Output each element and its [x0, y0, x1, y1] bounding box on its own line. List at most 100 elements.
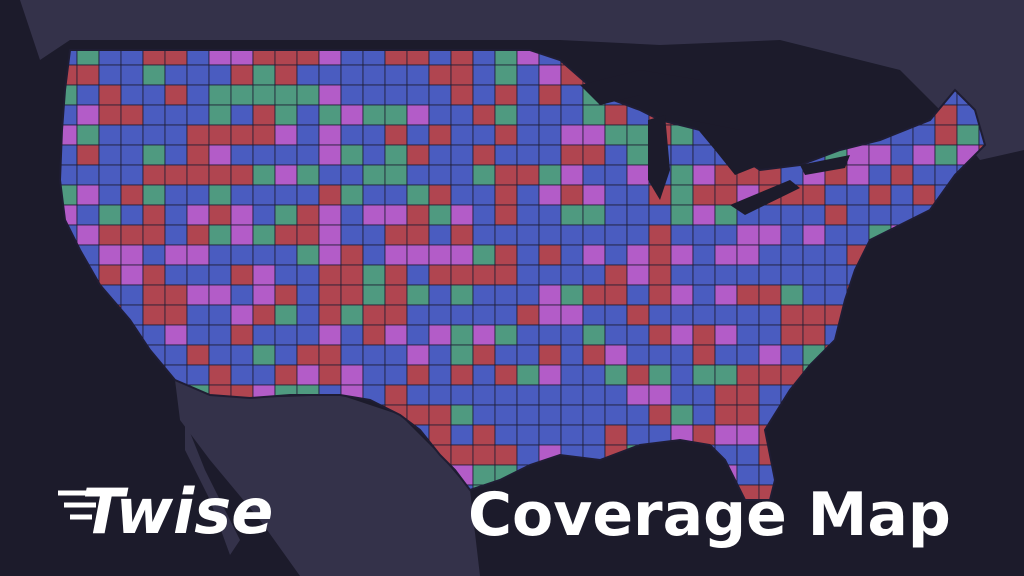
coverage-area [120, 124, 144, 146]
coverage-area [142, 144, 166, 166]
coverage-area [164, 224, 188, 246]
coverage-area [846, 204, 870, 226]
coverage-area [76, 184, 100, 206]
coverage-area [450, 64, 474, 86]
coverage-area [450, 124, 474, 146]
coverage-area [736, 264, 760, 286]
coverage-area [318, 364, 342, 386]
coverage-area [450, 284, 474, 306]
coverage-area [758, 284, 782, 306]
coverage-area [164, 284, 188, 306]
coverage-area [494, 224, 518, 246]
coverage-area [230, 184, 254, 206]
coverage-area [450, 324, 474, 346]
coverage-area [692, 224, 716, 246]
coverage-area [76, 164, 100, 186]
coverage-area [868, 204, 892, 226]
coverage-area [604, 184, 628, 206]
coverage-area [560, 144, 584, 166]
coverage-area [340, 304, 364, 326]
coverage-area [362, 64, 386, 86]
coverage-area [692, 364, 716, 386]
coverage-area [252, 304, 276, 326]
coverage-area [538, 84, 562, 106]
coverage-area [406, 364, 430, 386]
coverage-area [516, 144, 540, 166]
coverage-area [604, 124, 628, 146]
coverage-area [626, 164, 650, 186]
coverage-area [428, 124, 452, 146]
coverage-area [494, 124, 518, 146]
lake-michigan [648, 115, 670, 200]
coverage-area [428, 104, 452, 126]
coverage-area [494, 204, 518, 226]
coverage-area [340, 244, 364, 266]
coverage-area [494, 444, 518, 466]
coverage-area [142, 284, 166, 306]
coverage-area [340, 264, 364, 286]
coverage-area [692, 244, 716, 266]
coverage-area [120, 104, 144, 126]
coverage-area [252, 184, 276, 206]
coverage-area [340, 324, 364, 346]
coverage-area [406, 284, 430, 306]
coverage-area [274, 284, 298, 306]
coverage-area [340, 224, 364, 246]
coverage-area [780, 284, 804, 306]
coverage-area [758, 344, 782, 366]
coverage-area [252, 204, 276, 226]
coverage-area [406, 344, 430, 366]
coverage-area [736, 344, 760, 366]
coverage-area [186, 164, 210, 186]
coverage-area [604, 144, 628, 166]
coverage-area [428, 384, 452, 406]
coverage-area [494, 384, 518, 406]
coverage-area [164, 144, 188, 166]
coverage-area [648, 284, 672, 306]
coverage-area [670, 204, 694, 226]
coverage-area [560, 184, 584, 206]
coverage-area [670, 304, 694, 326]
coverage-area [208, 164, 232, 186]
coverage-area [142, 204, 166, 226]
coverage-area [890, 184, 914, 206]
coverage-area [538, 404, 562, 426]
coverage-area [736, 244, 760, 266]
coverage-area [934, 144, 958, 166]
coverage-area [516, 264, 540, 286]
coverage-area [560, 124, 584, 146]
coverage-area [428, 184, 452, 206]
coverage-area [692, 204, 716, 226]
coverage-area [230, 244, 254, 266]
coverage-area [318, 184, 342, 206]
coverage-area [450, 404, 474, 426]
coverage-area [626, 364, 650, 386]
coverage-area [252, 164, 276, 186]
coverage-area [164, 184, 188, 206]
coverage-area [604, 364, 628, 386]
coverage-area [186, 124, 210, 146]
coverage-area [604, 204, 628, 226]
coverage-area [538, 284, 562, 306]
coverage-area [472, 264, 496, 286]
coverage-area [362, 364, 386, 386]
coverage-area [560, 104, 584, 126]
coverage-area [406, 264, 430, 286]
coverage-area [648, 344, 672, 366]
coverage-area [450, 144, 474, 166]
coverage-area [384, 124, 408, 146]
coverage-area [736, 364, 760, 386]
coverage-area [164, 264, 188, 286]
coverage-area [186, 184, 210, 206]
coverage-area [538, 424, 562, 446]
coverage-area [516, 84, 540, 106]
coverage-area [714, 344, 738, 366]
coverage-area [758, 244, 782, 266]
coverage-area [626, 424, 650, 446]
lake-huron [690, 120, 760, 175]
coverage-area [582, 344, 606, 366]
coverage-area [340, 184, 364, 206]
coverage-area [98, 84, 122, 106]
coverage-area [626, 244, 650, 266]
coverage-area [98, 124, 122, 146]
